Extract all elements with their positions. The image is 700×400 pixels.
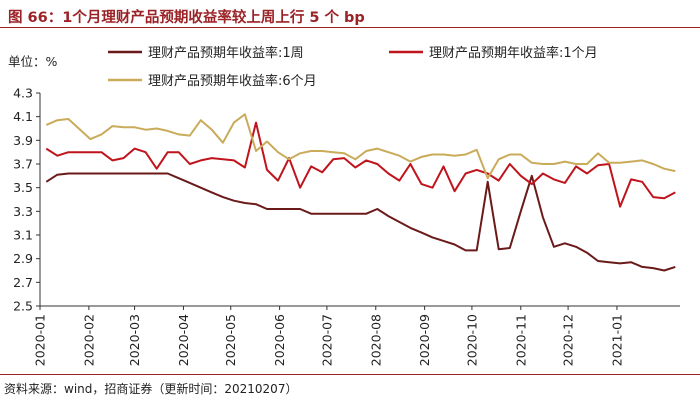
y-tick-label: 4.3 xyxy=(13,86,33,101)
legend: 理财产品预期年收益率:1周 理财产品预期年收益率:1个月理财产品预期年收益率:6个… xyxy=(108,45,598,89)
x-tick-label: 2020-10 xyxy=(464,314,479,366)
x-axis: 2020-01 2020-02 2020-03 2020-04 2020-05 2020-… xyxy=(33,305,680,366)
legend-label-3: 理财产品预期年收益率:6个月 xyxy=(148,73,317,89)
source-note: 资料来源：wind，招商证券（更新时间：20210207） xyxy=(4,382,298,396)
y-tick-label: 3.9 xyxy=(13,133,33,148)
bottom-rule xyxy=(0,374,700,375)
title-rule xyxy=(0,27,700,28)
line-chart: 单位：% 理财产品预期年收益率:1周 理财产品预期年收益率:1个月理财产品预期年收… xyxy=(8,45,680,366)
x-tick-label: 2020-11 xyxy=(513,314,528,366)
y-tick-label: 3.1 xyxy=(13,228,33,243)
series-line-2 xyxy=(45,121,676,208)
x-tick-label: 2020-01 xyxy=(33,314,48,366)
x-tick-label: 2020-12 xyxy=(561,314,576,366)
series-line-1 xyxy=(45,172,676,272)
series-line-3 xyxy=(45,113,676,180)
x-tick-label: 2021-01 xyxy=(609,314,624,366)
y-tick-label: 2.5 xyxy=(13,299,33,314)
x-tick-label: 2020-03 xyxy=(127,314,142,366)
legend-label-1: 理财产品预期年收益率:1周 xyxy=(148,45,304,61)
y-tick-label: 3.5 xyxy=(13,180,33,195)
unit-label: 单位：% xyxy=(8,54,58,69)
y-axis: 4.3 4.1 3.9 3.7 3.5 3.3 3.1 2.9 2.7 2.5 xyxy=(13,86,41,314)
x-tick-label: 2020-05 xyxy=(223,314,238,366)
y-tick-label: 3.7 xyxy=(13,157,33,172)
x-tick-label: 2020-06 xyxy=(272,314,287,366)
x-tick-label: 2020-04 xyxy=(176,314,191,366)
legend-label-2: 理财产品预期年收益率:1个月 xyxy=(429,45,598,61)
y-tick-label: 3.3 xyxy=(13,204,33,219)
x-tick-label: 2020-09 xyxy=(417,314,432,366)
y-tick-label: 2.9 xyxy=(13,251,33,266)
series-layer xyxy=(45,113,676,272)
y-tick-label: 2.7 xyxy=(13,275,33,290)
x-tick-label: 2020-07 xyxy=(319,314,334,366)
chart-title: 图 66：1个月理财产品预期收益率较上周上行 5 个 bp xyxy=(8,10,365,26)
x-tick-label: 2020-08 xyxy=(368,314,383,366)
x-tick-label: 2020-02 xyxy=(81,314,96,366)
y-tick-label: 4.1 xyxy=(13,109,33,124)
